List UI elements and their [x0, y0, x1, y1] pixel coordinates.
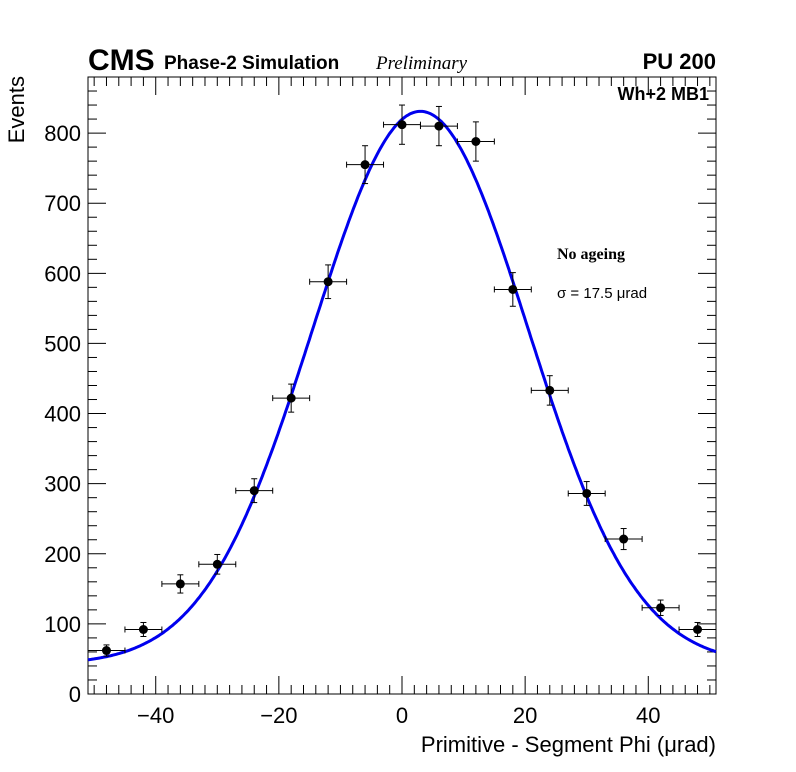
data-marker [360, 160, 370, 170]
data-point [641, 599, 680, 616]
data-marker [175, 579, 185, 589]
data-marker [656, 603, 666, 613]
legend-background [552, 232, 682, 312]
y-tick-label: 100 [44, 612, 81, 637]
data-marker [434, 121, 444, 131]
data-point [530, 375, 569, 406]
y-tick-label: 0 [69, 682, 81, 707]
x-tick-label: 40 [636, 703, 660, 728]
x-tick-labels: −40 −20 0 20 40 [137, 703, 660, 728]
data-point [87, 644, 126, 657]
data-point [235, 478, 274, 504]
data-point [309, 264, 348, 300]
data-marker [471, 137, 481, 147]
ageing-label: No ageing [557, 246, 625, 263]
y-tick-label: 200 [44, 542, 81, 567]
data-marker [693, 624, 703, 634]
y-axis-label: Events [4, 76, 29, 143]
x-tick-label: −40 [137, 703, 174, 728]
y-tick-label: 500 [44, 331, 81, 356]
y-tick-label: 600 [44, 261, 81, 286]
data-marker [582, 488, 592, 498]
y-tick-label: 800 [44, 121, 81, 146]
data-marker [619, 534, 629, 544]
y-tick-label: 300 [44, 472, 81, 497]
y-tick-label: 700 [44, 191, 81, 216]
data-marker [286, 393, 296, 403]
preliminary-label: Preliminary [375, 53, 468, 74]
cms-label: CMS [88, 44, 155, 77]
data-point [456, 121, 495, 162]
y-tick-labels: 0 100 200 300 400 500 600 700 800 [44, 121, 81, 707]
data-point [161, 574, 200, 594]
region-label: Wh+2 MB1 [617, 84, 709, 104]
data-point [493, 272, 532, 307]
data-points [87, 104, 717, 657]
y-tick-label: 400 [44, 402, 81, 427]
x-tick-label: 20 [513, 703, 537, 728]
data-marker [323, 277, 333, 287]
data-marker [545, 385, 555, 395]
fit-curve [87, 109, 717, 662]
data-marker [212, 559, 222, 569]
data-point [272, 383, 311, 413]
data-point [198, 553, 237, 575]
data-marker [101, 646, 111, 656]
plot-frame [87, 76, 717, 695]
data-point [124, 621, 163, 638]
data-marker [508, 284, 518, 294]
data-point [604, 528, 643, 551]
data-marker [397, 120, 407, 130]
x-axis-label: Primitive - Segment Phi (μrad) [421, 732, 716, 757]
data-point [678, 621, 717, 638]
data-marker [249, 486, 259, 496]
x-tick-label: 0 [396, 703, 408, 728]
simulation-label: Phase-2 Simulation [164, 53, 339, 74]
x-tick-label: −20 [260, 703, 297, 728]
data-point [346, 145, 385, 185]
data-marker [138, 624, 148, 634]
data-point [567, 481, 606, 506]
sigma-label: σ = 17.5 μrad [557, 285, 647, 302]
axis-ticks [88, 76, 716, 695]
pileup-label: PU 200 [643, 49, 716, 74]
data-point [419, 105, 458, 147]
